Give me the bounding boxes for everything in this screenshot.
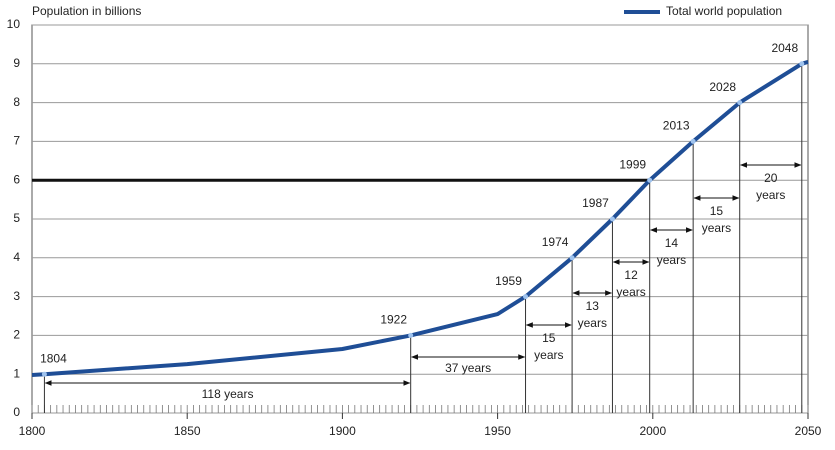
y-tick-label: 4 — [13, 250, 20, 264]
y-tick-label: 8 — [13, 95, 20, 109]
milestone-label: 1922 — [380, 313, 407, 327]
milestone-label: 1987 — [582, 196, 609, 210]
milestone-label: 1804 — [40, 351, 67, 365]
interval-label: 15 — [542, 331, 556, 345]
milestone-point — [690, 138, 696, 144]
y-tick-label: 5 — [13, 211, 20, 225]
interval-label: years — [578, 316, 607, 330]
y-tick-label: 3 — [13, 289, 20, 303]
y-tick-label: 2 — [13, 328, 20, 342]
milestone-label: 1999 — [619, 157, 646, 171]
milestone-label: 1959 — [495, 274, 522, 288]
interval-label: years — [756, 188, 785, 202]
milestone-point — [647, 177, 653, 183]
series-line — [31, 59, 809, 377]
x-tick-label: 1900 — [329, 424, 356, 438]
interval-label: 13 — [586, 299, 600, 313]
interval-label: years — [534, 348, 563, 362]
legend-label: Total world population — [666, 4, 782, 18]
milestone-label: 1974 — [542, 235, 569, 249]
interval-label: 15 — [710, 204, 724, 218]
interval-label: years — [702, 221, 731, 235]
x-tick-label: 2000 — [639, 424, 666, 438]
milestone-point — [737, 100, 743, 106]
milestone-label: 2028 — [709, 80, 736, 94]
x-tick-label: 2050 — [795, 424, 822, 438]
interval-label: 12 — [624, 268, 638, 282]
y-tick-label: 7 — [13, 134, 20, 148]
y-axis-label: Population in billions — [32, 4, 141, 18]
milestone-label: 2048 — [771, 41, 798, 55]
x-tick-label: 1850 — [174, 424, 201, 438]
y-tick-label: 10 — [7, 17, 21, 31]
interval-label: 118 years — [202, 387, 254, 401]
interval-label: years — [657, 253, 686, 267]
milestone-point — [569, 255, 575, 261]
x-tick-label: 1950 — [484, 424, 511, 438]
y-tick-label: 6 — [13, 172, 20, 186]
milestone-point — [523, 294, 529, 300]
interval-label: 14 — [665, 236, 679, 250]
y-tick-label: 9 — [13, 56, 20, 70]
milestone-point — [799, 61, 805, 67]
interval-label: 37 years — [445, 361, 491, 375]
y-tick-label: 0 — [13, 405, 20, 419]
milestone-point — [41, 371, 47, 377]
milestone-point — [408, 332, 414, 338]
interval-label: years — [616, 285, 645, 299]
x-tick-label: 1800 — [19, 424, 46, 438]
interval-label: 20 — [764, 171, 778, 185]
milestone-point — [609, 216, 615, 222]
y-tick-label: 1 — [13, 366, 20, 380]
milestone-label: 2013 — [663, 119, 690, 133]
